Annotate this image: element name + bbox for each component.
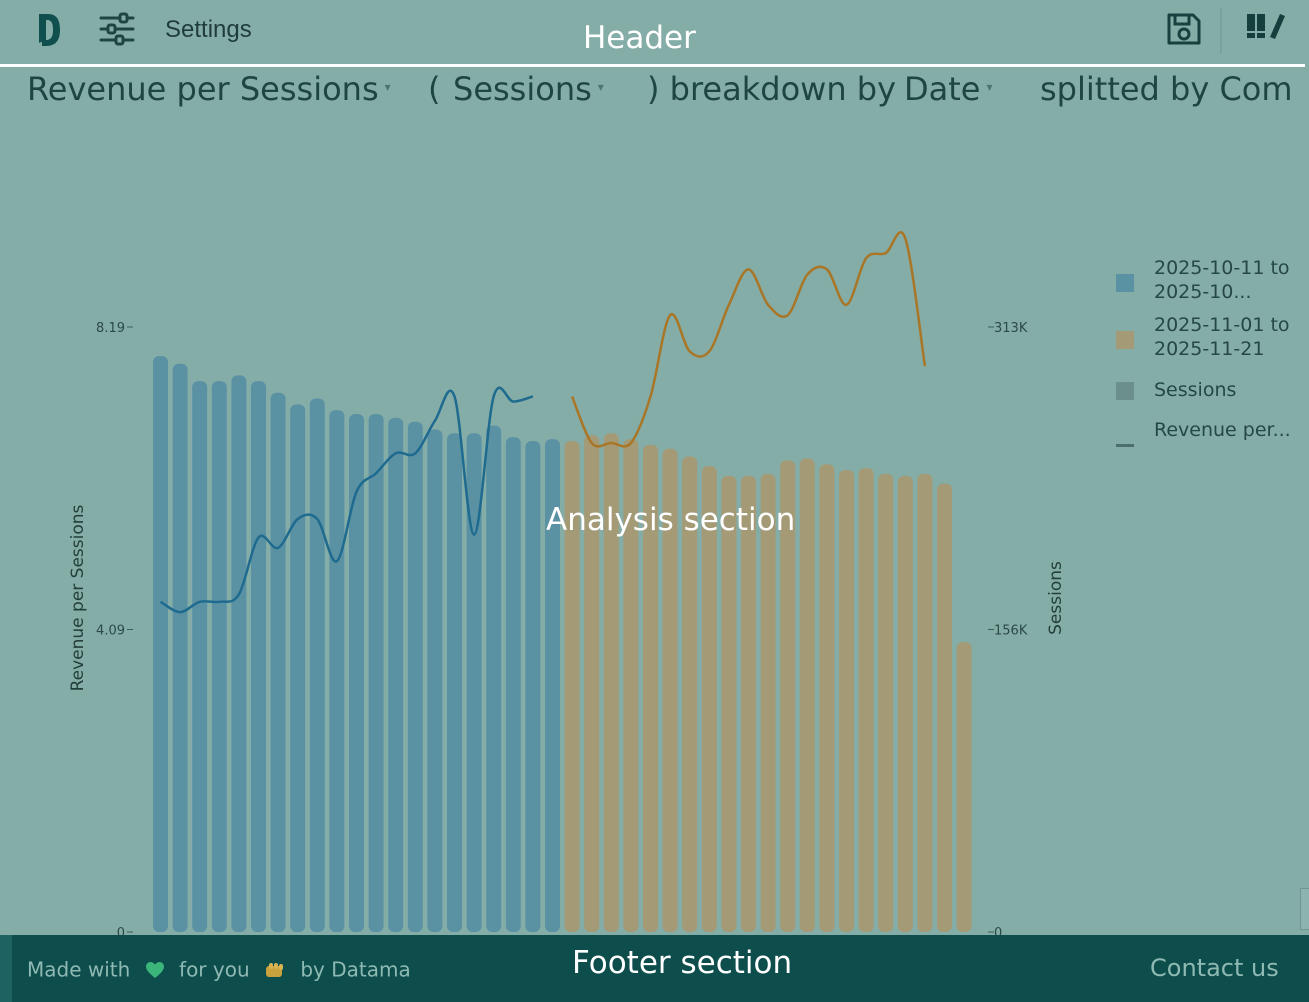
sessions-bar[interactable] [251,381,266,932]
right-axis-title: Sessions [1046,561,1066,635]
lines-layer [159,230,927,614]
scroll-handle[interactable] [1300,888,1309,930]
sessions-bar[interactable] [211,381,227,932]
denominator-dropdown-label: Sessions [453,70,592,108]
heart-icon [145,961,164,978]
by-datama-text: by Datama [300,957,411,982]
sliders-settings-icon[interactable] [99,12,135,46]
sessions-bar[interactable] [407,421,423,932]
denominator-dropdown[interactable]: Sessions ▾ [453,70,604,108]
footer-edge [0,935,12,1002]
for-you-text: for you [179,957,250,982]
sessions-bar[interactable] [623,439,639,932]
legend-label: Sessions [1154,379,1237,401]
header-overlay-label: Header [583,20,696,56]
sessions-bar[interactable] [799,458,815,932]
legend-label: 2025-10-11 to 2025-10... [1154,257,1290,303]
sessions-bar[interactable] [937,483,952,932]
left-axis-title: Revenue per Sessions [68,504,88,691]
sessions-bar[interactable] [643,444,658,932]
right-axis-tick-label: 313K [994,321,1028,336]
legend-label: Revenue per... [1154,419,1291,441]
sessions-bar[interactable] [309,398,325,932]
footer: Made with for you by Datama Footer secti… [0,935,1309,1002]
sessions-bar[interactable] [819,464,835,932]
sessions-bar[interactable] [897,475,913,932]
fist-bump-icon [266,962,283,977]
legend-label: 2025-11-01 to 2025-11-21 [1154,314,1290,360]
query-bar: Revenue per Sessions ▾ ( Sessions ▾ ) brea… [0,68,1305,108]
legend-swatch [1116,382,1134,400]
metric-dropdown-label: Revenue per Sessions [27,70,379,108]
breakdown-dimension-label: Date [904,70,981,108]
settings-label[interactable]: Settings [165,16,252,43]
sessions-bar[interactable] [917,473,933,932]
sessions-bar[interactable] [388,417,404,932]
sessions-bar[interactable] [427,429,443,932]
sessions-bar[interactable] [701,466,717,932]
sessions-bar[interactable] [545,439,560,932]
sessions-bar[interactable] [721,475,737,932]
sessions-bar[interactable] [741,475,756,932]
breakdown-prefix: ) breakdown by [647,70,897,108]
sessions-bar[interactable] [525,441,541,932]
sessions-bar[interactable] [603,433,619,932]
open-paren: ( [428,70,441,108]
header-separator [1220,8,1222,54]
contact-us-link[interactable]: Contact us [1150,954,1279,982]
sessions-bar[interactable] [760,473,776,932]
sessions-bar[interactable] [564,441,580,932]
sessions-bar[interactable] [486,425,502,932]
right-axis-tick-label: 156K [994,624,1028,639]
metric-dropdown[interactable]: Revenue per Sessions ▾ [27,70,391,108]
chevron-down-icon: ▾ [597,80,604,94]
sessions-bar[interactable] [839,470,854,932]
left-axis-tick-label: 8.19 [96,321,125,336]
sessions-bar[interactable] [956,642,972,932]
sessions-bar[interactable] [290,404,306,932]
sessions-bar[interactable] [682,456,698,932]
revenue-per-session-line[interactable] [570,230,927,448]
sessions-bar[interactable] [505,437,521,932]
sessions-bar[interactable] [192,381,208,932]
sessions-bar[interactable] [270,392,286,932]
analysis-overlay-label: Analysis section [546,502,796,538]
save-icon[interactable] [1165,11,1203,47]
footer-overlay-label: Footer section [572,945,793,981]
sessions-bar[interactable] [349,413,364,932]
datama-logo-icon[interactable] [34,10,62,50]
sessions-bar[interactable] [780,460,796,932]
library-books-icon[interactable] [1244,11,1288,43]
bars-layer [153,355,972,933]
left-axis-tick-label: 4.09 [96,624,125,639]
analysis-chart: 0 4.09 8.19 0 156K 313K Revenue per Sessions Se… [68,230,1066,935]
breakdown-dimension-dropdown[interactable]: Date ▾ [904,70,993,108]
legend-line-swatch [1116,444,1134,447]
right-axis-tick-label: 0 [994,926,1002,935]
made-with-credit: Made with for you by Datama [27,956,411,982]
sessions-bar[interactable] [584,435,600,932]
revenue-per-session-line[interactable] [159,386,534,614]
legend-swatch [1116,274,1134,292]
sessions-bar[interactable] [329,410,345,933]
sessions-bar[interactable] [368,413,384,932]
header-divider [0,64,1305,67]
sessions-bar[interactable] [858,468,874,932]
sessions-bar[interactable] [153,355,168,932]
axes-layer: 0 4.09 8.19 0 156K 313K Revenue per Sessions Se… [68,321,1066,935]
header: Settings Header [0,0,1309,64]
sessions-bar[interactable] [231,375,247,932]
sessions-bar[interactable] [662,448,678,932]
legend-swatch [1116,331,1134,349]
sessions-bar[interactable] [447,433,462,932]
chevron-down-icon: ▾ [986,80,993,94]
left-axis-tick-label: 0 [117,926,125,935]
split-by-dropdown[interactable]: splitted by Com [1040,70,1293,108]
chevron-down-icon: ▾ [384,80,391,94]
made-with-text: Made with [27,957,131,982]
sessions-bar[interactable] [172,363,188,932]
sessions-bar[interactable] [466,433,482,932]
sessions-bar[interactable] [878,473,894,932]
